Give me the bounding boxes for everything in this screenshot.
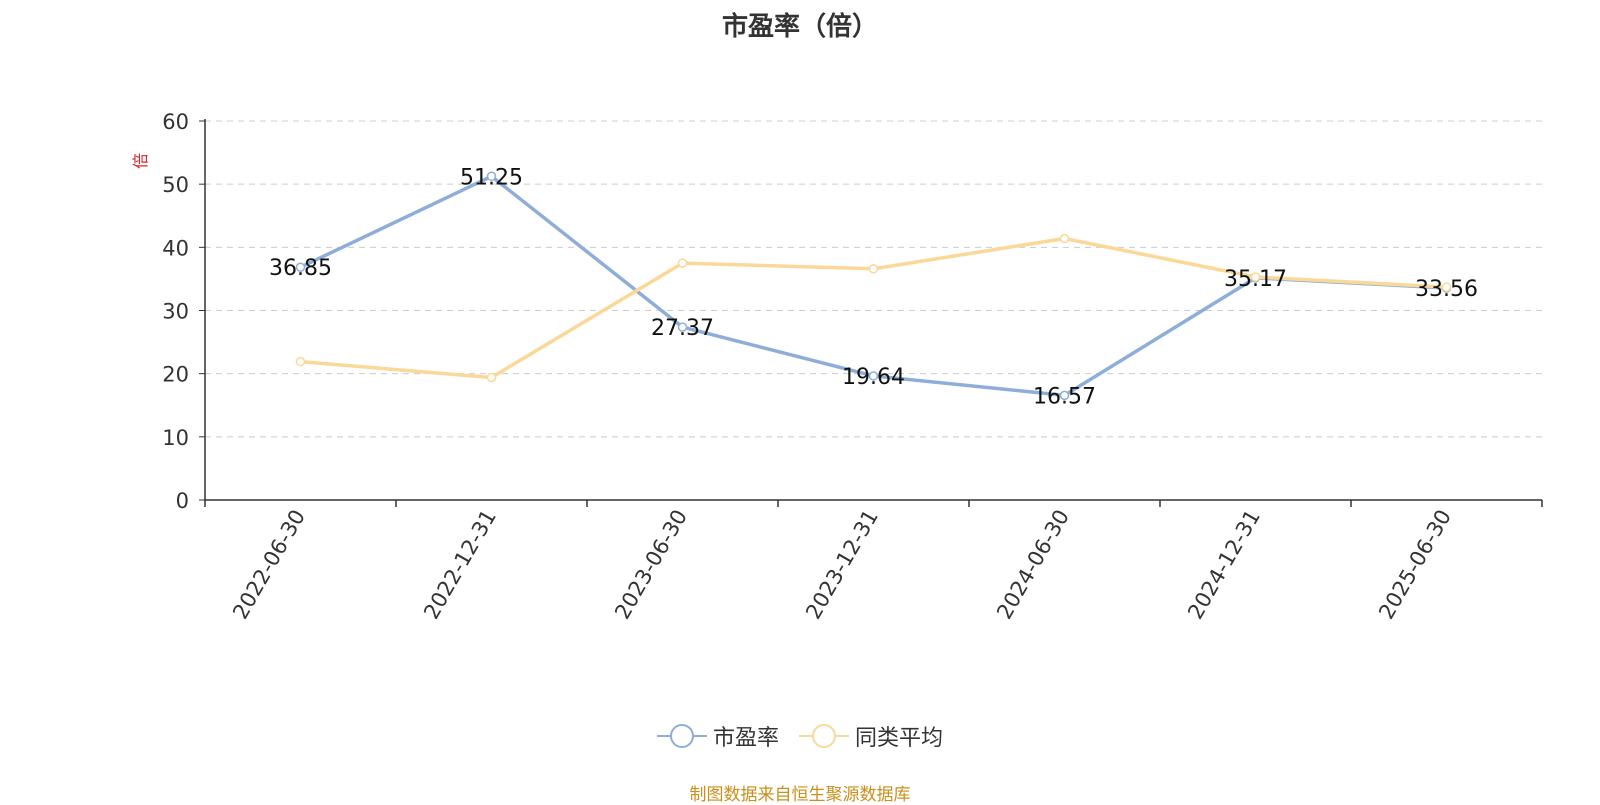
y-tick-label: 30 (162, 300, 189, 324)
data-point-series-2 (1059, 233, 1070, 244)
legend-label-series-2: 同类平均 (855, 726, 944, 751)
data-label-series-1: 19.64 (842, 365, 905, 390)
data-point-series-2 (677, 258, 688, 268)
chart-title: 市盈率（倍） (721, 12, 878, 42)
y-tick-label: 0 (176, 489, 189, 513)
data-point-series-2 (868, 264, 879, 274)
data-point-series-1 (486, 171, 497, 182)
data-point-series-2 (486, 372, 497, 383)
data-label-series-1: 27.37 (651, 316, 714, 341)
y-tick-label: 40 (162, 236, 189, 260)
data-point-series-2 (1250, 272, 1261, 282)
data-point-series-1 (1059, 390, 1070, 401)
data-label-series-1: 35.17 (1224, 267, 1287, 292)
data-label-series-1: 51.25 (460, 165, 523, 190)
legend-item-series-1[interactable]: 市盈率 (656, 720, 779, 752)
x-tick-label: 2024-12-31 (1183, 506, 1265, 624)
y-tick-label: 60 (162, 110, 189, 134)
data-point-series-1 (868, 371, 879, 381)
data-point-series-1 (295, 262, 306, 272)
legend-item-series-2[interactable]: 同类平均 (799, 720, 943, 752)
x-tick-label: 2023-06-30 (610, 506, 692, 624)
legend-marker-series-1 (656, 724, 707, 748)
x-tick-label: 2022-12-31 (419, 506, 501, 624)
x-tick-label: 2023-12-31 (801, 506, 883, 624)
x-tick-label: 2022-06-30 (228, 506, 310, 624)
data-label-series-1: 16.57 (1033, 384, 1096, 409)
x-tick-label: 2025-06-30 (1374, 506, 1456, 624)
y-tick-label: 50 (162, 173, 189, 197)
data-label-series-1: 33.56 (1415, 277, 1478, 302)
y-axis-label: 倍 (131, 153, 150, 169)
chart-legend: 市盈率 同类平均 (0, 720, 1600, 752)
y-tick-label: 10 (162, 426, 189, 450)
data-point-series-2 (295, 356, 306, 367)
data-point-series-2 (1441, 282, 1452, 292)
x-tick-label: 2024-06-30 (992, 506, 1074, 624)
y-tick-label: 20 (162, 363, 189, 387)
legend-marker-series-2 (799, 724, 849, 748)
data-point-series-1 (677, 322, 688, 332)
source-note: 制图数据来自恒生聚源数据库 (689, 785, 911, 805)
data-label-series-1: 36.85 (269, 256, 332, 281)
series-line-2 (300, 236, 1447, 380)
legend-label-series-1: 市盈率 (712, 726, 779, 751)
